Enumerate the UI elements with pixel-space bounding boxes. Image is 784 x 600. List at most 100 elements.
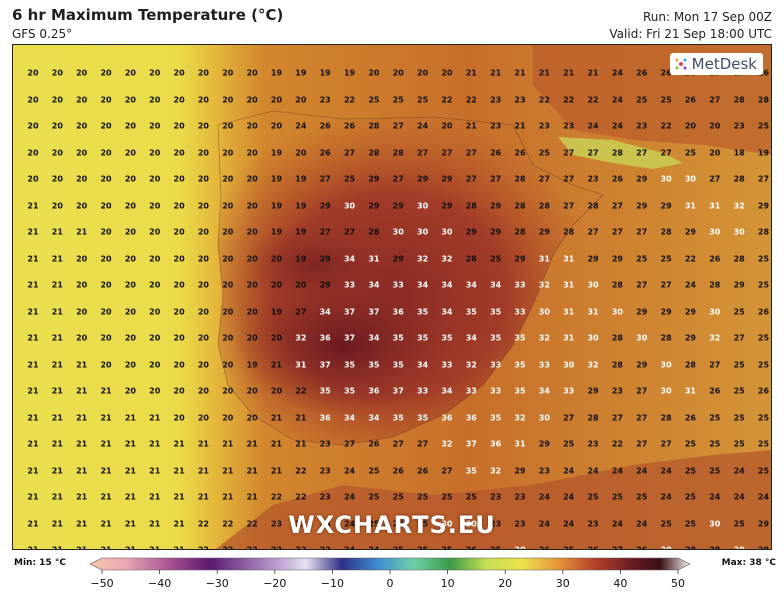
- temperature-value: 28: [611, 360, 623, 369]
- temperature-value: 30: [733, 227, 745, 237]
- temperature-value: 29: [587, 386, 599, 396]
- temperature-value: 34: [441, 386, 453, 396]
- temperature-value: 26: [343, 121, 356, 131]
- temperature-value: 23: [295, 545, 307, 550]
- temperature-value: 27: [343, 227, 356, 237]
- temperature-value: 20: [197, 95, 210, 104]
- temperature-value: 24: [611, 519, 623, 528]
- temperature-value: 25: [441, 545, 453, 550]
- temperature-value: 20: [246, 280, 258, 290]
- temperature-value: 29: [319, 254, 331, 263]
- temperature-value: 20: [197, 227, 210, 237]
- temperature-value: 24: [343, 492, 356, 502]
- min-temperature-label: Min: 15 °C: [14, 558, 66, 568]
- temperature-value: 20: [173, 68, 185, 78]
- temperature-value: 25: [611, 492, 623, 502]
- temperature-value: 31: [563, 333, 575, 343]
- temperature-value: 32: [709, 333, 721, 343]
- temperature-value: 19: [343, 68, 356, 78]
- temperature-value: 26: [490, 148, 502, 157]
- temperature-value: 21: [270, 466, 283, 475]
- temperature-value: 20: [149, 68, 161, 78]
- temperature-value: 32: [441, 439, 453, 449]
- temperature-value: 27: [465, 148, 477, 157]
- temperature-value: 28: [733, 254, 745, 263]
- temperature-value: 25: [733, 439, 745, 449]
- temperature-value: 21: [51, 227, 63, 237]
- temperature-value: 33: [465, 386, 477, 396]
- temperature-value: 25: [684, 148, 697, 157]
- temperature-value: 34: [465, 280, 477, 290]
- temperature-value: 25: [563, 545, 575, 550]
- temperature-value: 21: [149, 466, 161, 475]
- temperature-value: 21: [76, 519, 88, 528]
- temperature-value: 27: [319, 174, 331, 184]
- temperature-value: 20: [51, 95, 63, 104]
- temperature-value: 29: [611, 254, 623, 263]
- temperature-value: 25: [757, 439, 770, 449]
- temperature-value: 32: [441, 254, 453, 263]
- temperature-value: 28: [514, 174, 526, 184]
- temperature-value: 21: [100, 519, 112, 528]
- temperature-value: 31: [295, 360, 307, 369]
- temperature-value: 25: [733, 413, 745, 422]
- temperature-value: 29: [757, 201, 770, 210]
- temperature-value: 24: [733, 492, 745, 502]
- temperature-value: 27: [563, 174, 575, 184]
- max-temperature-label: Max: 38 °C: [721, 558, 776, 568]
- temperature-value: 35: [490, 413, 502, 422]
- temperature-value: 29: [733, 280, 745, 290]
- temperature-value: 34: [368, 280, 380, 290]
- temperature-value: 29: [636, 307, 648, 316]
- temperature-value: 32: [490, 466, 502, 475]
- temperature-value: 25: [684, 439, 697, 449]
- temperature-value: 30: [660, 174, 672, 184]
- temperature-value: 21: [295, 439, 307, 449]
- temperature-value: 21: [27, 254, 39, 263]
- temperature-value: 35: [417, 307, 429, 316]
- temperature-value: 31: [684, 386, 697, 396]
- temperature-value: 37: [368, 307, 380, 316]
- temperature-value: 35: [368, 360, 380, 369]
- temperature-value: 26: [636, 68, 648, 78]
- temperature-value: 23: [538, 466, 550, 475]
- temperature-value: 29: [636, 201, 648, 210]
- temperature-value: 27: [441, 466, 453, 475]
- temperature-value: 29: [538, 439, 550, 449]
- temperature-value: 20: [295, 95, 307, 104]
- temperature-value: 23: [490, 121, 502, 131]
- temperature-value: 21: [197, 466, 210, 475]
- temperature-value: 27: [343, 148, 356, 157]
- temperature-value: 21: [27, 492, 39, 502]
- temperature-value: 23: [587, 174, 599, 184]
- temperature-value: 19: [295, 68, 307, 78]
- temperature-value: 20: [246, 386, 258, 396]
- temperature-value: 26: [757, 68, 770, 78]
- temperature-value: 37: [343, 307, 356, 316]
- temperature-value: 20: [222, 386, 234, 396]
- temperature-value: 34: [319, 307, 331, 316]
- temperature-value: 29: [684, 307, 697, 316]
- color-scale-legend: Min: 15 °C Max: 38 °C: [0, 552, 784, 600]
- temperature-value: 20: [51, 201, 63, 210]
- temperature-value: 21: [51, 519, 63, 528]
- temperature-value: 25: [757, 413, 770, 422]
- temperature-value: 31: [684, 201, 697, 210]
- scale-tick-label: 30: [556, 577, 570, 590]
- temperature-value: 20: [173, 121, 185, 131]
- temperature-value: 22: [270, 492, 283, 502]
- temperature-value: 20: [76, 201, 88, 210]
- temperature-value: 30: [709, 307, 721, 316]
- temperature-value: 21: [51, 413, 63, 422]
- temperature-value: 22: [246, 545, 258, 550]
- temperature-value: 29: [514, 466, 526, 475]
- temperature-value: 20: [222, 413, 234, 422]
- temperature-value: 20: [100, 148, 112, 157]
- temperature-value: 21: [124, 413, 136, 422]
- temperature-value: 21: [173, 439, 185, 449]
- temperature-value: 20: [173, 307, 185, 316]
- temperature-value: 20: [417, 68, 429, 78]
- temperature-value: 27: [636, 227, 648, 237]
- temperature-value: 21: [100, 413, 112, 422]
- temperature-value: 20: [100, 227, 112, 237]
